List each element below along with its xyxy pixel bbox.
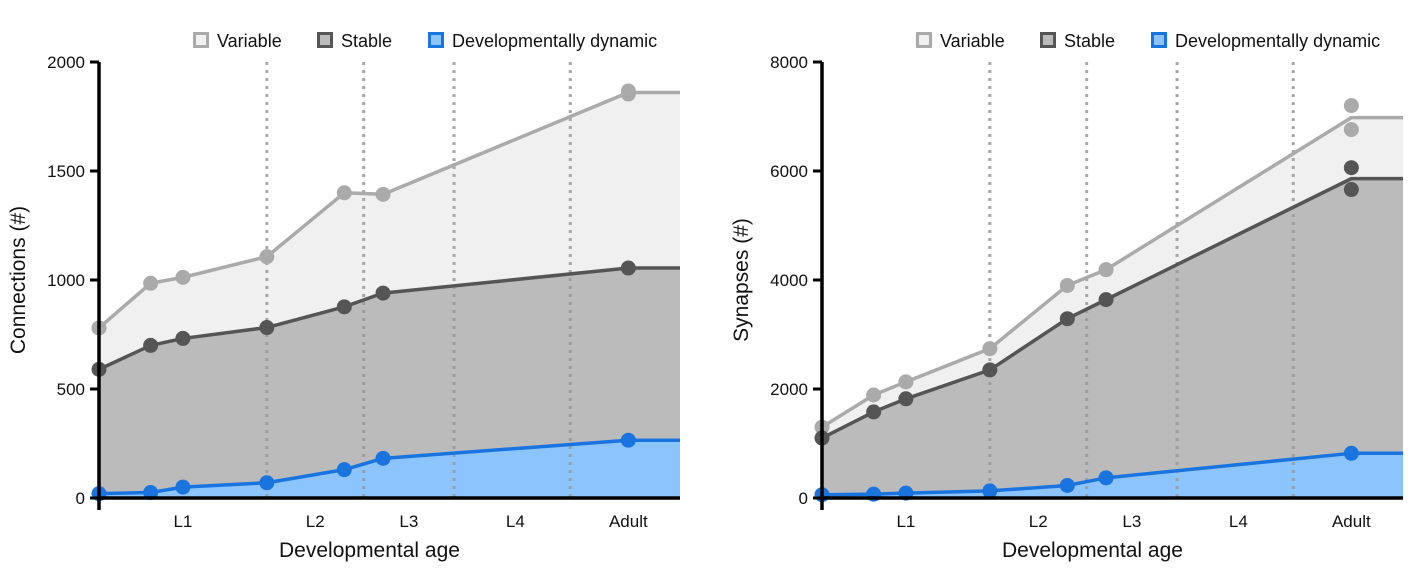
x-tick-label: L3 [1122, 512, 1141, 531]
legend-swatch [1151, 32, 1167, 48]
x-tick-label: L3 [399, 512, 418, 531]
data-point-stable [143, 337, 159, 353]
y-tick-label: 8000 [770, 53, 808, 72]
data-point-stable [1098, 292, 1114, 308]
data-point-developmentally-dynamic [375, 450, 391, 466]
data-point-variable [1343, 122, 1359, 138]
data-point-developmentally-dynamic [336, 462, 352, 478]
data-point-stable [1059, 311, 1075, 327]
y-tick-label: 1500 [47, 162, 85, 181]
area-developmentally-dynamic [99, 440, 680, 498]
data-point-variable [982, 341, 998, 357]
y-tick-label: 0 [76, 489, 85, 508]
legend-entry-label: Stable [341, 31, 392, 51]
data-point-stable [1343, 160, 1359, 176]
data-point-developmentally-dynamic [982, 483, 998, 499]
y-tick-label: 0 [799, 489, 808, 508]
x-tick-label: L1 [173, 512, 192, 531]
legend-swatch [193, 32, 209, 48]
data-point-stable [259, 320, 275, 336]
x-tick-label: L4 [506, 512, 525, 531]
data-point-variable [898, 374, 914, 390]
legend-swatch [428, 32, 444, 48]
data-point-stable [336, 299, 352, 315]
data-point-variable [1343, 98, 1359, 114]
legend-swatch [1040, 32, 1056, 48]
legend: Variable Stable Developmentally dynamic [193, 31, 657, 51]
y-axis-title: Synapses (#) [730, 218, 753, 342]
data-point-stable [175, 330, 191, 346]
y-tick-label: 2000 [47, 53, 85, 72]
x-tick-label: L1 [896, 512, 915, 531]
data-point-stable [1343, 182, 1359, 198]
x-tick-label: Adult [1332, 512, 1371, 531]
legend-entry-label: Variable [217, 31, 282, 51]
legend-entry-label: Stable [1064, 31, 1115, 51]
data-point-variable [1098, 262, 1114, 278]
area-stable [822, 178, 1403, 498]
y-tick-label: 1000 [47, 271, 85, 290]
chart-panel-1: 0 500 1000 1500 2000 L1 L2 L3 L4 Adult Development… [7, 31, 680, 562]
data-point-stable [982, 362, 998, 378]
legend-swatch [916, 32, 932, 48]
x-tick-label: L2 [306, 512, 325, 531]
legend-entry-label: Developmentally dynamic [452, 31, 657, 51]
x-axis-title: Developmental age [279, 539, 460, 562]
data-point-variable [143, 275, 159, 291]
data-point-variable [1059, 277, 1075, 293]
data-point-developmentally-dynamic [1059, 477, 1075, 493]
y-tick-label: 500 [57, 380, 85, 399]
data-point-variable [259, 249, 275, 265]
data-point-variable [175, 269, 191, 285]
data-point-developmentally-dynamic [259, 475, 275, 491]
x-tick-label: L4 [1229, 512, 1248, 531]
y-axis-title: Connections (#) [7, 206, 30, 354]
legend-entry-label: Variable [940, 31, 1005, 51]
y-tick-label: 4000 [770, 271, 808, 290]
data-point-variable [336, 185, 352, 201]
x-axis-title: Developmental age [1002, 539, 1183, 562]
data-point-variable [620, 86, 636, 102]
legend-entry-label: Developmentally dynamic [1175, 31, 1380, 51]
legend-swatch [317, 32, 333, 48]
data-point-variable [866, 387, 882, 403]
data-point-variable [375, 186, 391, 202]
area-stable [99, 268, 680, 498]
data-point-developmentally-dynamic [1098, 470, 1114, 486]
y-tick-label: 2000 [770, 380, 808, 399]
data-point-stable [898, 391, 914, 407]
data-point-developmentally-dynamic [175, 479, 191, 495]
data-point-stable [375, 285, 391, 301]
x-tick-label: Adult [609, 512, 648, 531]
data-point-stable [866, 404, 882, 420]
data-point-developmentally-dynamic [1343, 445, 1359, 461]
x-tick-label: L2 [1029, 512, 1048, 531]
data-point-developmentally-dynamic [620, 432, 636, 448]
y-tick-label: 6000 [770, 162, 808, 181]
legend: Variable Stable Developmentally dynamic [916, 31, 1380, 51]
data-point-stable [620, 260, 636, 276]
area-developmentally-dynamic [822, 453, 1403, 498]
chart-panel-2: 0 2000 4000 6000 8000 L1 L2 L3 L4 Adult Developmen… [730, 31, 1403, 562]
